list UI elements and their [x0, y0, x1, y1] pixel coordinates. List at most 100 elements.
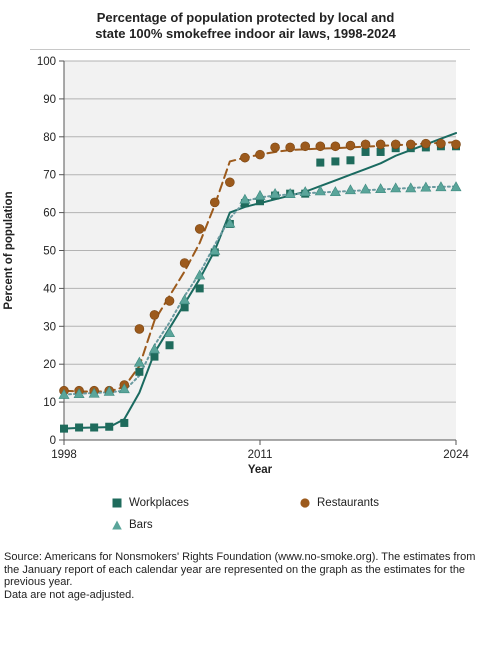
bars-point: [450, 181, 462, 192]
workplaces-point: [195, 284, 204, 293]
restaurants-point: [255, 149, 265, 160]
bars-point: [254, 189, 266, 200]
restaurants-point: [270, 142, 280, 153]
workplaces-point: [180, 303, 189, 312]
workplaces-point: [120, 418, 129, 427]
chart-title: Percentage of population protected by lo…: [0, 10, 491, 42]
workplaces-point: [361, 147, 370, 156]
restaurants-point: [194, 224, 205, 234]
y-tick-label: 80: [43, 132, 56, 144]
y-tick-label: 60: [43, 208, 56, 220]
bars-point: [405, 182, 417, 193]
y-tick-label: 70: [43, 170, 56, 182]
bars-point: [344, 184, 356, 195]
triangle-marker-icon: [112, 520, 122, 530]
workplaces-point: [75, 423, 84, 432]
restaurants-point: [330, 141, 341, 152]
bars-point: [103, 385, 115, 396]
data-markers: [58, 138, 462, 433]
workplaces-point: [165, 341, 174, 350]
legend-label-workplaces: Workplaces: [129, 497, 189, 509]
bars-point: [179, 294, 191, 305]
workplaces-point: [316, 158, 325, 167]
bars-point: [269, 188, 281, 198]
circle-marker-icon: [300, 498, 310, 508]
restaurants-point: [149, 310, 160, 320]
bars-point: [224, 217, 236, 228]
x-tick-label: 1998: [51, 449, 77, 461]
bars-point: [329, 186, 341, 197]
bars-point: [148, 343, 160, 354]
restaurants-point: [345, 140, 356, 151]
legend-label-restaurants: Restaurants: [317, 497, 380, 509]
workplaces-point: [376, 147, 385, 156]
restaurants-point: [375, 139, 386, 150]
bars-point: [420, 181, 432, 192]
y-tick-label: 50: [43, 246, 56, 258]
bars-point: [390, 182, 402, 193]
restaurants-point: [164, 296, 175, 306]
bars-point: [73, 388, 85, 399]
restaurants-point: [421, 138, 431, 149]
y-axis-title: Percent of population: [3, 191, 15, 309]
y-tick-label: 30: [43, 321, 56, 333]
restaurants-point: [134, 324, 145, 334]
bars-point: [209, 244, 221, 255]
restaurants-point: [285, 142, 295, 153]
bars-point: [88, 387, 100, 398]
restaurants-point: [360, 139, 371, 150]
restaurants-point: [390, 139, 401, 150]
legend-label-bars: Bars: [129, 519, 153, 531]
y-tick-label: 10: [43, 397, 56, 409]
bars-point: [58, 388, 70, 399]
age-adjust-note: Data are not age-adjusted.: [4, 588, 135, 601]
bars-point: [299, 186, 311, 197]
bars-point: [314, 185, 326, 196]
y-tick-label: 90: [43, 94, 56, 106]
legend-item-restaurants: Restaurants: [300, 497, 379, 509]
y-tick-label: 20: [43, 359, 56, 371]
y-tick-label: 100: [37, 56, 56, 68]
title-divider: [30, 49, 470, 50]
restaurants-point: [315, 141, 326, 152]
bars-point: [194, 269, 206, 280]
restaurants-point: [300, 141, 311, 152]
gridlines: [64, 60, 456, 403]
axes: [59, 60, 457, 445]
restaurants-point: [179, 258, 190, 268]
bars-point: [435, 181, 447, 192]
restaurants-point: [225, 177, 235, 188]
bars-point: [239, 193, 251, 204]
chart-title-line-2: state 100% smokefree indoor air laws, 19…: [95, 26, 396, 41]
bars-point: [118, 383, 130, 394]
workplaces-point: [331, 157, 340, 166]
workplaces-point: [105, 422, 114, 431]
workplaces-point: [90, 423, 99, 432]
workplaces-point: [135, 367, 144, 376]
workplaces-point: [150, 352, 159, 361]
y-tick-label: 40: [43, 283, 56, 295]
y-tick-label: 0: [50, 435, 56, 447]
bars-point: [284, 188, 296, 198]
bars-point: [375, 183, 387, 194]
legend-item-workplaces: Workplaces: [112, 497, 189, 509]
workplaces-point: [256, 197, 264, 206]
x-tick-label: 2011: [248, 449, 273, 461]
chart-title-line-1: Percentage of population protected by lo…: [96, 10, 395, 25]
axis-labels: 0 10 20 30 40 50 60 70 80 90 100 1998 2011 2024 Year Pe…: [3, 56, 469, 476]
restaurants-point: [436, 138, 446, 149]
workplaces-point: [60, 424, 68, 433]
square-marker-icon: [112, 498, 122, 508]
source-note: Source: Americans for Nonsmokers' Rights…: [4, 551, 488, 601]
restaurants-point: [451, 139, 461, 150]
restaurants-point: [405, 139, 416, 150]
bars-point: [360, 183, 372, 194]
restaurants-point: [209, 197, 220, 208]
x-tick-label: 2024: [443, 449, 469, 461]
x-axis-title: Year: [248, 464, 273, 476]
source-text: Source: Americans for Nonsmokers' Rights…: [4, 551, 476, 589]
bars-point: [133, 356, 145, 367]
legend-item-bars: Bars: [112, 519, 153, 531]
bars-point: [164, 327, 176, 338]
workplaces-point: [346, 156, 355, 165]
